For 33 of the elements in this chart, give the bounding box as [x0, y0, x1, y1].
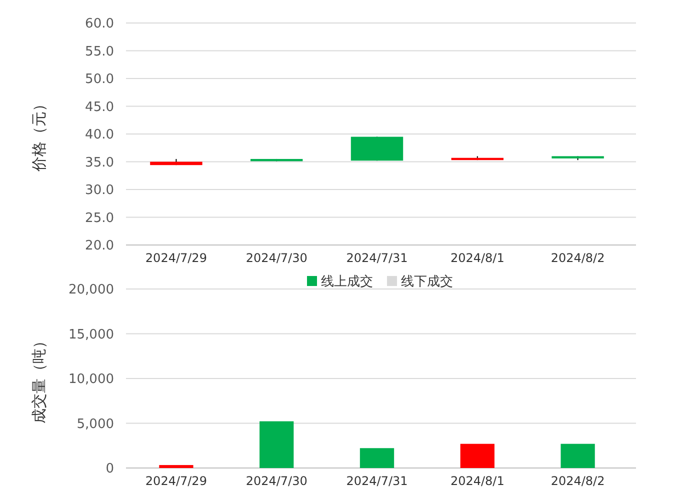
x-tick-label: 2024/8/1 — [450, 251, 504, 265]
x-tick-label: 2024/7/31 — [346, 474, 408, 488]
y-tick-label: 45.0 — [85, 100, 114, 115]
y-tick-label: 50.0 — [85, 72, 114, 88]
bar — [260, 421, 294, 468]
y-tick-label: 20,000 — [68, 282, 114, 298]
y-tick-label: 35.0 — [85, 155, 114, 170]
y-tick-label: 15,000 — [68, 327, 114, 342]
x-tick-label: 2024/7/30 — [246, 474, 308, 488]
x-tick-label: 2024/7/30 — [246, 251, 308, 265]
y-tick-label: 25.0 — [85, 210, 114, 226]
x-tick-label: 2024/7/29 — [145, 474, 207, 488]
x-tick-label: 2024/8/2 — [550, 251, 605, 265]
y-tick-label: 0 — [106, 462, 114, 477]
x-tick-label: 2024/7/31 — [346, 251, 408, 265]
x-tick-label: 2024/7/29 — [145, 251, 207, 265]
y-tick-label: 30.0 — [85, 183, 114, 198]
y-tick-label: 60.0 — [85, 16, 114, 32]
bar — [360, 448, 394, 468]
y-axis-title: 成交量（吨） — [30, 334, 48, 424]
bar — [159, 465, 194, 468]
y-axis-title: 价格（元） — [30, 96, 48, 172]
x-tick-label: 2024/8/2 — [550, 474, 605, 488]
y-tick-label: 40.0 — [85, 128, 114, 143]
bar — [560, 444, 595, 468]
x-tick-label: 2024/8/1 — [450, 474, 504, 488]
legend-label: 线下成交 — [401, 274, 453, 290]
bar — [460, 444, 494, 468]
y-tick-label: 20.0 — [85, 238, 114, 254]
y-tick-label: 5,000 — [76, 416, 114, 432]
y-tick-label: 55.0 — [85, 44, 114, 60]
y-tick-label: 10,000 — [68, 372, 114, 388]
legend-label: 线上成交 — [321, 274, 373, 290]
